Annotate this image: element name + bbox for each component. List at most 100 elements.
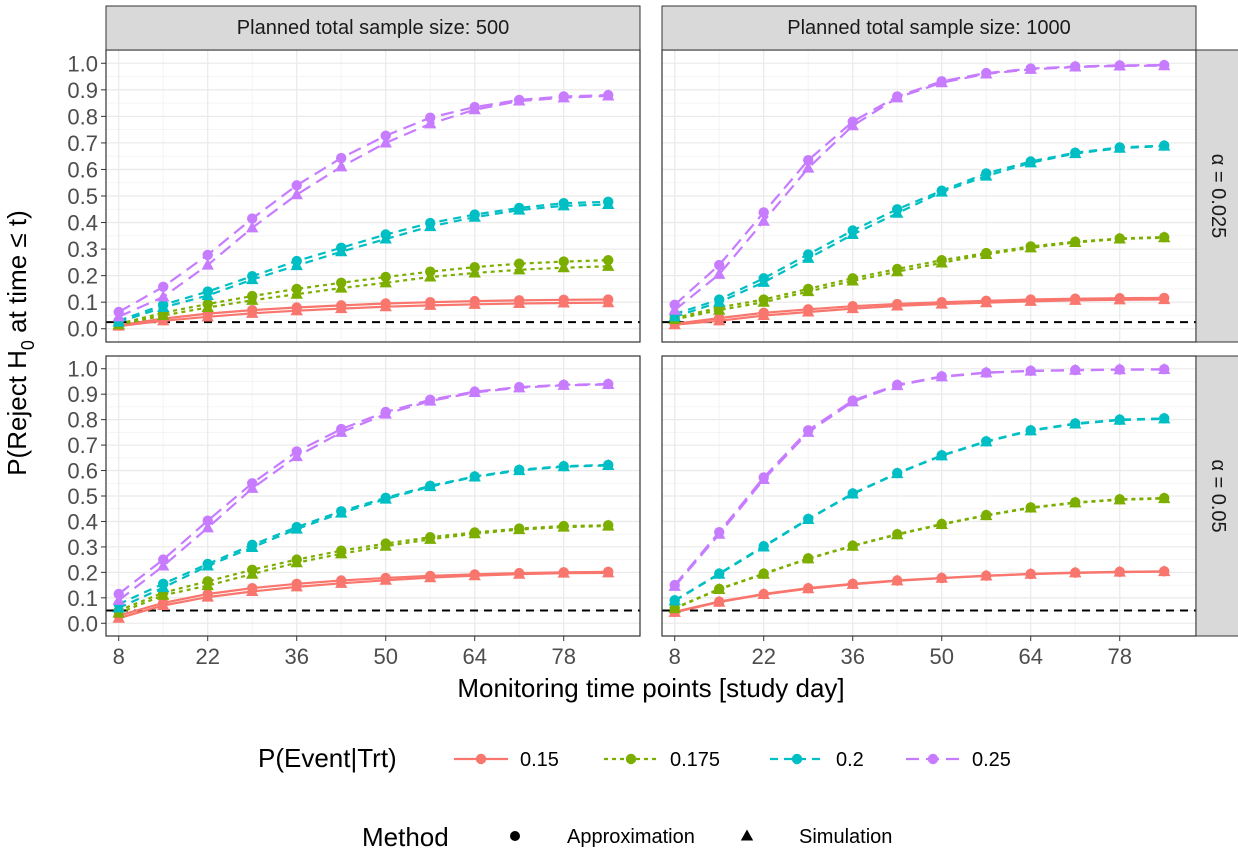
y-tick-label: 0.9 <box>67 382 98 407</box>
simulation-point <box>335 281 348 293</box>
simulation-point <box>891 206 904 218</box>
simulation-point <box>112 310 125 322</box>
simulation-point <box>424 480 437 492</box>
simulation-point <box>980 509 993 521</box>
simulation-point <box>980 569 993 581</box>
simulation-point <box>891 299 904 311</box>
series-line-015-simulation <box>118 301 609 328</box>
x-tick-label: 64 <box>462 644 486 669</box>
approximation-point <box>803 154 814 166</box>
series-line-025-simulation <box>118 94 609 318</box>
simulation-point <box>246 221 259 233</box>
simulation-point <box>1024 424 1037 436</box>
simulation-point <box>290 450 303 462</box>
series-line-02-approximation <box>118 200 609 322</box>
simulation-point <box>1069 566 1082 578</box>
legend-event-key-point <box>791 753 803 765</box>
y-tick-label: 0.0 <box>67 317 98 342</box>
y-tick-label: 0.1 <box>67 290 98 315</box>
simulation-point <box>1069 60 1082 72</box>
simulation-point <box>713 295 726 307</box>
y-tick-label: 0.1 <box>67 586 98 611</box>
x-axis-title: Monitoring time points [study day] <box>457 673 844 703</box>
simulation-point <box>335 547 348 559</box>
simulation-point <box>757 472 770 485</box>
y-tick-label: 0.6 <box>67 459 98 484</box>
series-line-0175-simulation <box>674 236 1165 321</box>
panel-r1-c0 <box>105 355 641 637</box>
simulation-point <box>1069 417 1082 429</box>
simulation-point <box>802 251 815 263</box>
x-tick-label: 50 <box>929 644 953 669</box>
simulation-point <box>379 407 392 419</box>
approximation-point <box>714 259 725 271</box>
simulation-point <box>201 521 214 533</box>
simulation-point <box>290 522 303 534</box>
simulation-point <box>713 303 726 315</box>
simulation-point <box>290 287 303 299</box>
panels-layer <box>105 49 1197 637</box>
simulation-point <box>201 258 214 270</box>
simulation-point <box>468 103 481 115</box>
simulation-point <box>379 232 392 244</box>
simulation-point <box>891 467 904 479</box>
simulation-point <box>246 293 259 305</box>
simulation-point <box>1158 59 1171 71</box>
y-tick-label: 0.6 <box>67 157 98 182</box>
simulation-point <box>713 595 726 607</box>
simulation-point <box>557 199 570 211</box>
simulation-point <box>424 571 437 583</box>
simulation-point <box>757 588 770 600</box>
simulation-point <box>846 227 859 240</box>
simulation-point <box>557 566 570 578</box>
simulation-point <box>379 492 392 504</box>
series-line-015-approximation <box>118 298 609 327</box>
approximation-point <box>336 152 347 164</box>
simulation-point <box>846 302 859 314</box>
legend-method-label: Simulation <box>799 826 892 848</box>
y-tick-label: 0.7 <box>67 433 98 458</box>
simulation-point <box>246 540 259 552</box>
simulation-point <box>468 569 481 581</box>
approximation-point <box>202 515 213 526</box>
series-line-025-approximation <box>673 64 1165 306</box>
simulation-point <box>935 518 948 530</box>
simulation-point <box>602 89 615 101</box>
simulation-point <box>713 582 726 594</box>
simulation-point <box>335 302 348 314</box>
simulation-point <box>513 297 526 309</box>
series-line-025-approximation <box>118 94 609 313</box>
simulation-point <box>513 381 526 393</box>
simulation-point <box>157 598 170 611</box>
x-tick-label: 22 <box>195 644 219 669</box>
simulation-point <box>1113 293 1126 305</box>
simulation-point <box>1069 235 1082 248</box>
simulation-point <box>157 559 170 571</box>
simulation-point <box>980 247 993 259</box>
col-strip-500 <box>105 5 641 51</box>
simulation-point <box>290 304 303 316</box>
simulation-point <box>891 574 904 586</box>
simulation-point <box>557 296 570 308</box>
simulation-point <box>246 584 259 597</box>
legend-layer: P(Event|Trt) Method 0.15 0.175 0.2 0.25 Appr… <box>258 743 1011 852</box>
simulation-point <box>424 117 437 129</box>
simulation-point <box>846 539 859 551</box>
simulation-point <box>424 220 437 232</box>
simulation-point <box>1024 364 1037 376</box>
simulation-point <box>246 306 259 318</box>
legend-method-title: Method <box>362 822 449 852</box>
col-strip-1000 <box>661 5 1197 51</box>
x-tick-label: 78 <box>1107 644 1131 669</box>
simulation-point <box>1024 62 1037 74</box>
series-line-015-simulation <box>674 570 1165 614</box>
simulation-point <box>1113 59 1126 71</box>
simulation-point <box>602 259 615 271</box>
legend-event-key-point <box>625 753 637 765</box>
simulation-point <box>335 425 348 437</box>
simulation-point <box>1069 147 1082 159</box>
simulation-point <box>891 91 904 103</box>
series-line-0175-approximation <box>674 236 1165 320</box>
simulation-point <box>713 267 726 279</box>
simulation-point <box>802 425 815 437</box>
